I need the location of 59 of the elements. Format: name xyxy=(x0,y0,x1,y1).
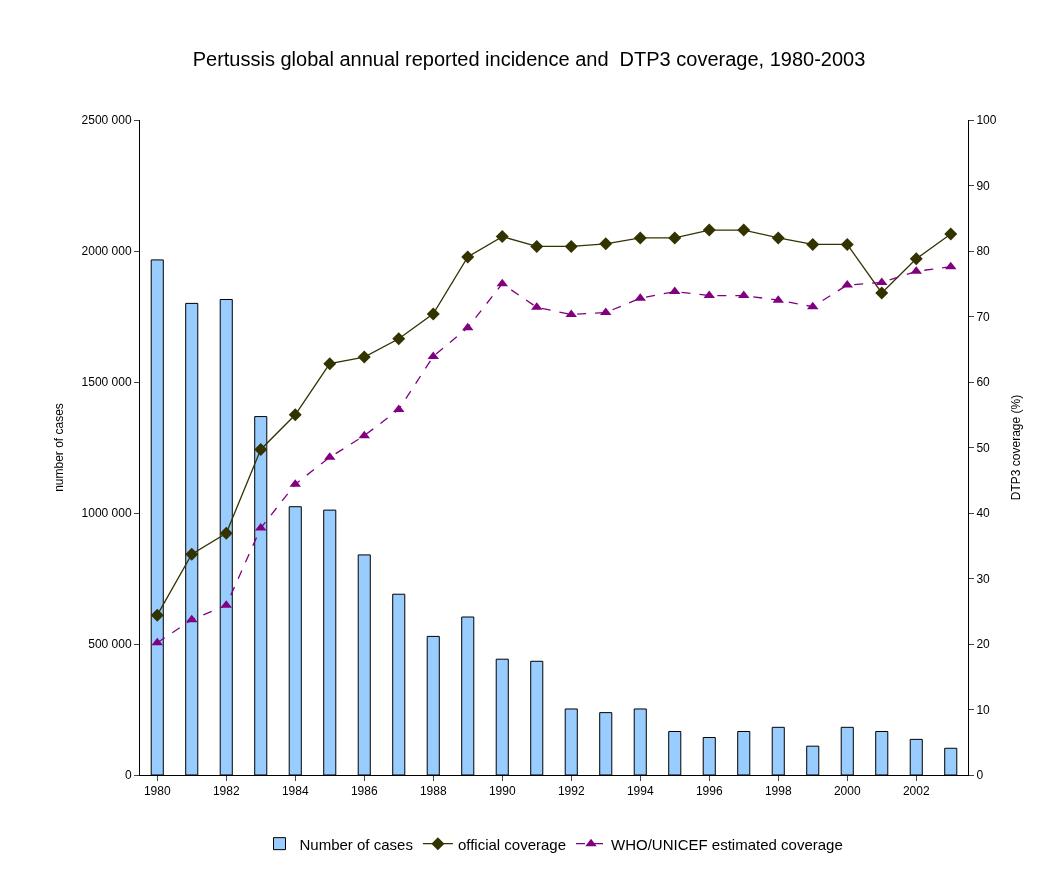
x-tick-label: 1996 xyxy=(695,784,723,799)
point xyxy=(357,350,371,364)
y-axis-title: number of cases xyxy=(51,403,66,492)
point xyxy=(323,357,337,371)
legend-label: official coverage xyxy=(457,835,567,853)
point xyxy=(840,237,854,251)
y2-tick-label: 10 xyxy=(976,702,991,717)
y2-tick-label: 30 xyxy=(976,571,991,586)
point xyxy=(288,408,302,422)
chart-title: Pertussis global annual reported incidence and DTP3 coverage, 1980-2003 xyxy=(192,48,866,71)
point xyxy=(392,332,406,346)
legend-label: WHO/UNICEF estimated coverage xyxy=(611,835,843,853)
y2-tick-label: 40 xyxy=(976,506,991,521)
y-tick-label: 500 000 xyxy=(88,637,132,652)
y2-tick-label: 50 xyxy=(976,440,991,455)
y-tick-label: 1500 000 xyxy=(81,375,132,390)
x-tick-label: 1982 xyxy=(212,784,240,799)
x-tick-label: 1998 xyxy=(764,784,792,799)
point xyxy=(806,237,820,251)
x-tick-label: 1988 xyxy=(419,784,447,799)
y-tick-label: 2000 000 xyxy=(81,244,132,259)
y2-tick-label: 70 xyxy=(976,309,991,324)
point xyxy=(426,307,440,321)
x-tick-label: 1994 xyxy=(626,784,654,799)
x-tick-label: 1992 xyxy=(557,784,585,799)
x-tick-label: 1990 xyxy=(488,784,516,799)
y2-axis-title: DTP3 coverage (%) xyxy=(1008,394,1023,501)
y2-tick-label: 20 xyxy=(976,637,991,652)
y-tick-label: 0 xyxy=(124,768,132,783)
x-tick-label: 1986 xyxy=(350,784,378,799)
point xyxy=(254,442,268,456)
y2-tick-label: 100 xyxy=(976,113,997,128)
point xyxy=(944,227,958,241)
point xyxy=(219,526,233,540)
y-tick-label: 2500 000 xyxy=(81,113,132,128)
point xyxy=(702,223,716,237)
point xyxy=(150,608,164,622)
point xyxy=(737,223,751,237)
point xyxy=(668,231,682,245)
x-tick-label: 2000 xyxy=(833,784,861,799)
point xyxy=(185,547,199,561)
y2-tick-label: 80 xyxy=(976,244,991,259)
point xyxy=(633,231,647,245)
y2-tick-label: 0 xyxy=(976,768,984,783)
point xyxy=(495,230,509,244)
point xyxy=(530,239,544,253)
point xyxy=(771,231,785,245)
x-tick-label: 1980 xyxy=(143,784,171,799)
x-tick-label: 2002 xyxy=(902,784,930,799)
x-tick-label: 1984 xyxy=(281,784,309,799)
point xyxy=(461,250,475,264)
point xyxy=(599,237,613,251)
y-tick-label: 1000 000 xyxy=(81,506,132,521)
y2-tick-label: 90 xyxy=(976,178,991,193)
point xyxy=(875,286,889,300)
point xyxy=(564,239,578,253)
point xyxy=(909,252,923,266)
legend-label: Number of cases xyxy=(299,835,413,853)
y2-tick-label: 60 xyxy=(976,375,991,390)
